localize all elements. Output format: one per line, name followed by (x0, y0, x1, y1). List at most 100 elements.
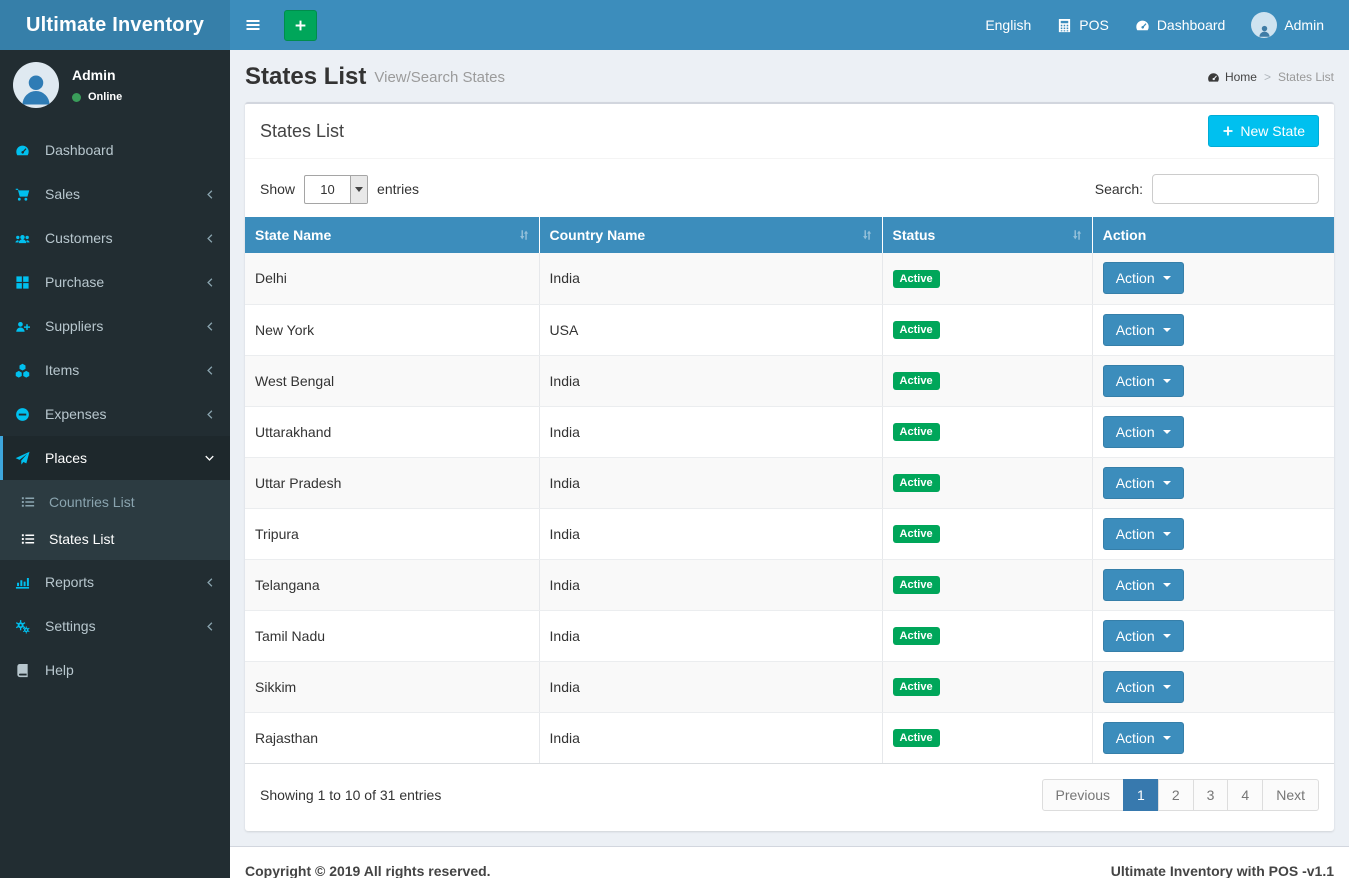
pagination: Previous 1 2 3 4 Next (1041, 778, 1319, 811)
sidebar-item[interactable]: Customers (0, 216, 230, 260)
search-input[interactable] (1152, 174, 1319, 204)
avatar (1251, 12, 1278, 38)
sidebar-item[interactable]: Sales (0, 172, 230, 216)
table-toolbar: Show 10 entries Search: (245, 159, 1334, 217)
sidebar-subitem[interactable]: States List (0, 520, 230, 557)
column-header[interactable]: State Name (245, 217, 540, 253)
action-cell: Action (1092, 661, 1334, 713)
app-brand[interactable]: Ultimate Inventory (0, 0, 230, 50)
entries-select-value: 10 (320, 181, 335, 197)
action-button-label: Action (1115, 321, 1155, 338)
hamburger-icon[interactable] (230, 0, 276, 50)
navbar-item[interactable]: English (972, 0, 1044, 50)
caret-down-icon (1162, 633, 1171, 638)
sidebar-menu-top: Dashboard Sales Customers Pur (0, 128, 230, 480)
navbar-item[interactable]: POS (1044, 0, 1122, 50)
country-name-cell: India (539, 610, 883, 662)
pagination-previous[interactable]: Previous (1041, 778, 1125, 811)
footer-copyright: Copyright © 2019 All rights reserved. (245, 862, 491, 878)
plus-icon (1222, 125, 1234, 137)
sidebar-submenu-places: Countries List States List (0, 480, 230, 560)
navbar-item[interactable]: Admin (1238, 0, 1337, 50)
pagination-page[interactable]: 4 (1227, 778, 1264, 811)
sidebar-item[interactable]: Places (0, 436, 230, 480)
cart-icon (15, 187, 36, 202)
home-dashboard-icon (1207, 71, 1220, 84)
row-action-button[interactable]: Action (1102, 517, 1184, 550)
new-state-button-label: New State (1240, 123, 1305, 139)
chevron-left-icon (204, 233, 215, 244)
action-cell: Action (1092, 253, 1334, 305)
caret-down-icon (1162, 582, 1171, 587)
column-header-label: Action (1102, 227, 1147, 243)
plus-icon (294, 19, 307, 32)
column-header[interactable]: Action (1092, 217, 1334, 253)
action-cell: Action (1092, 406, 1334, 458)
row-action-button[interactable]: Action (1102, 313, 1184, 346)
sidebar-item[interactable]: Purchase (0, 260, 230, 304)
action-cell: Action (1092, 508, 1334, 560)
sidebar-item[interactable]: Suppliers (0, 304, 230, 348)
gears-icon (15, 619, 36, 634)
pagination-page[interactable]: 1 (1123, 778, 1159, 811)
sidebar-item[interactable]: Help (0, 648, 230, 692)
pagination-page[interactable]: 2 (1157, 778, 1194, 811)
column-header[interactable]: Status (882, 217, 1093, 253)
sidebar-item[interactable]: Settings (0, 604, 230, 648)
sidebar-item-label: Help (45, 662, 74, 678)
pagination-next[interactable]: Next (1262, 778, 1319, 811)
users-icon (15, 231, 36, 246)
entries-select[interactable]: 10 (304, 174, 369, 204)
sidebar-item[interactable]: Dashboard (0, 128, 230, 172)
list-icon (21, 532, 41, 546)
table-head: State Name Country Name Stat (245, 217, 1334, 253)
country-name-cell: USA (539, 304, 883, 356)
pagination-page[interactable]: 3 (1192, 778, 1229, 811)
quick-add-button[interactable] (284, 9, 317, 41)
status-cell: Active (882, 406, 1093, 458)
row-action-button[interactable]: Action (1102, 262, 1184, 295)
column-header-label: Country Name (549, 227, 646, 243)
country-name-cell: India (539, 508, 883, 560)
sidebar-subitem[interactable]: Countries List (0, 483, 230, 520)
state-name-cell: Delhi (245, 253, 540, 305)
row-action-button[interactable]: Action (1102, 415, 1184, 448)
chevron-left-icon (204, 321, 215, 332)
card-title: States List (260, 120, 345, 141)
card-header: States List New State (245, 104, 1334, 159)
row-action-button[interactable]: Action (1102, 466, 1184, 499)
sidebar-item[interactable]: Expenses (0, 392, 230, 436)
calculator-icon (1057, 18, 1072, 33)
action-cell: Action (1092, 457, 1334, 509)
chevron-left-icon (204, 189, 215, 200)
breadcrumb-home-link[interactable]: Home (1207, 70, 1257, 84)
status-badge: Active (892, 269, 940, 288)
column-header[interactable]: Country Name (539, 217, 883, 253)
action-cell: Action (1092, 559, 1334, 611)
status-badge: Active (892, 678, 940, 696)
table-row: West Bengal India Active Action (245, 355, 1334, 407)
show-label: Show (260, 181, 296, 197)
sidebar-item[interactable]: Items (0, 348, 230, 392)
row-action-button[interactable]: Action (1102, 364, 1184, 397)
sidebar-item[interactable]: Reports (0, 560, 230, 604)
new-state-button[interactable]: New State (1208, 115, 1319, 147)
row-action-button[interactable]: Action (1102, 670, 1184, 703)
top-navbar: Ultimate Inventory English POS Dashboard… (0, 0, 1349, 50)
main-footer: Copyright © 2019 All rights reserved. Ul… (230, 845, 1349, 878)
row-action-button[interactable]: Action (1102, 568, 1184, 601)
search-label: Search: (1094, 181, 1143, 197)
minus-circle-icon (15, 407, 36, 422)
status-cell: Active (882, 253, 1093, 305)
country-name-cell: India (539, 457, 883, 509)
row-action-button[interactable]: Action (1102, 721, 1184, 754)
navbar-item[interactable]: Dashboard (1122, 0, 1239, 50)
row-action-button[interactable]: Action (1102, 619, 1184, 652)
caret-down-icon (1162, 276, 1171, 281)
status-badge: Active (892, 525, 940, 543)
status-badge: Active (892, 321, 940, 339)
online-status-label: Online (88, 91, 123, 103)
action-button-label: Action (1115, 372, 1155, 389)
user-status: Online (72, 91, 122, 103)
sidebar-item-label: Items (45, 362, 80, 378)
